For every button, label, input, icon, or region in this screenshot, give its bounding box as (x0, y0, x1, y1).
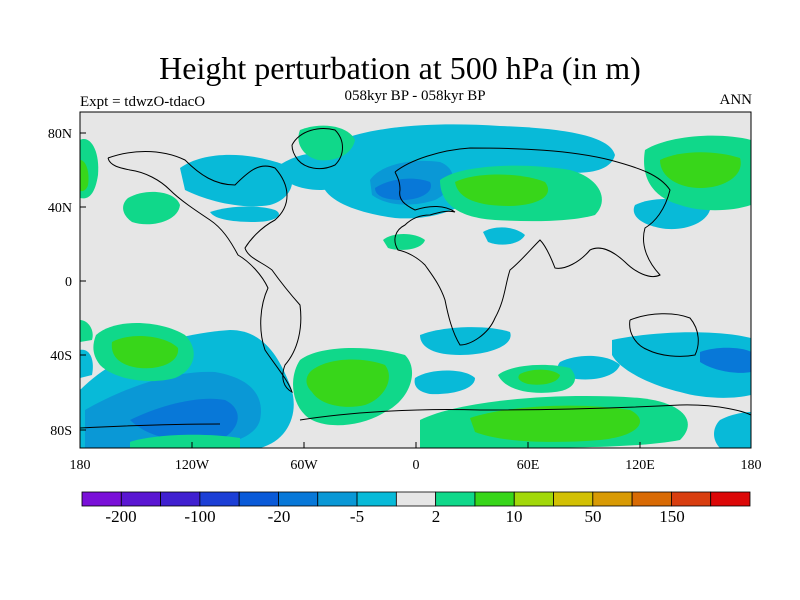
positive-anomaly-regions (80, 125, 751, 448)
map-subtitle: 058kyr BP - 058kyr BP (344, 88, 486, 104)
colorbar (81, 491, 751, 507)
colorbar-label: -5 (350, 507, 364, 526)
colorbar-label: 150 (659, 507, 685, 526)
colorbar-label: -20 (268, 507, 291, 526)
lon-label-180e: 180 (741, 458, 762, 473)
experiment-label: Expt = tdwzO-tdacO (80, 94, 206, 110)
colorbar-swatch (238, 491, 279, 507)
lat-label-40n: 40N (48, 201, 72, 216)
lon-label-0: 0 (413, 458, 420, 473)
colorbar-swatch (395, 491, 437, 507)
colorbar-swatch (710, 491, 751, 507)
lon-label-60e: 60E (517, 458, 540, 473)
lat-label-80n: 80N (48, 127, 72, 142)
colorbar-labels: -200 -100 -20 -5 2 10 50 150 (105, 507, 684, 526)
colorbar-swatch (160, 491, 201, 507)
lon-label-60w: 60W (290, 458, 318, 473)
lat-label-80s: 80S (50, 424, 72, 439)
map-title: Height perturbation at 500 hPa (in m) (159, 50, 641, 86)
colorbar-swatch (356, 491, 397, 507)
colorbar-swatch (513, 491, 554, 507)
colorbar-swatch (592, 491, 633, 507)
lat-tick-labels: 80N 40N 0 40S 80S (48, 127, 72, 439)
colorbar-swatch (317, 491, 358, 507)
colorbar-swatch (474, 491, 515, 507)
colorbar-swatch (435, 491, 476, 507)
colorbar-swatch (120, 491, 161, 507)
colorbar-swatch (81, 491, 122, 507)
lat-label-40s: 40S (50, 349, 72, 364)
lon-label-120w: 120W (175, 458, 210, 473)
colorbar-swatch (631, 491, 672, 507)
colorbar-swatch (553, 491, 594, 507)
season-label: ANN (719, 92, 753, 108)
colorbar-label: -200 (105, 507, 136, 526)
lat-label-0: 0 (65, 275, 72, 290)
lon-label-120e: 120E (625, 458, 655, 473)
colorbar-label: 2 (432, 507, 441, 526)
colorbar-label: 50 (585, 507, 602, 526)
colorbar-swatch (199, 491, 240, 507)
coastlines (80, 128, 751, 429)
axis-ticks (79, 132, 752, 448)
colorbar-label: -100 (184, 507, 215, 526)
colorbar-swatch (671, 491, 712, 507)
colorbar-swatch (278, 491, 319, 507)
map-panel (80, 112, 751, 448)
colorbar-label: 10 (506, 507, 523, 526)
lon-tick-labels: 180 120W 60W 0 60E 120E 180 (70, 458, 762, 473)
lon-label-180w: 180 (70, 458, 91, 473)
negative-anomaly-regions (80, 124, 751, 448)
